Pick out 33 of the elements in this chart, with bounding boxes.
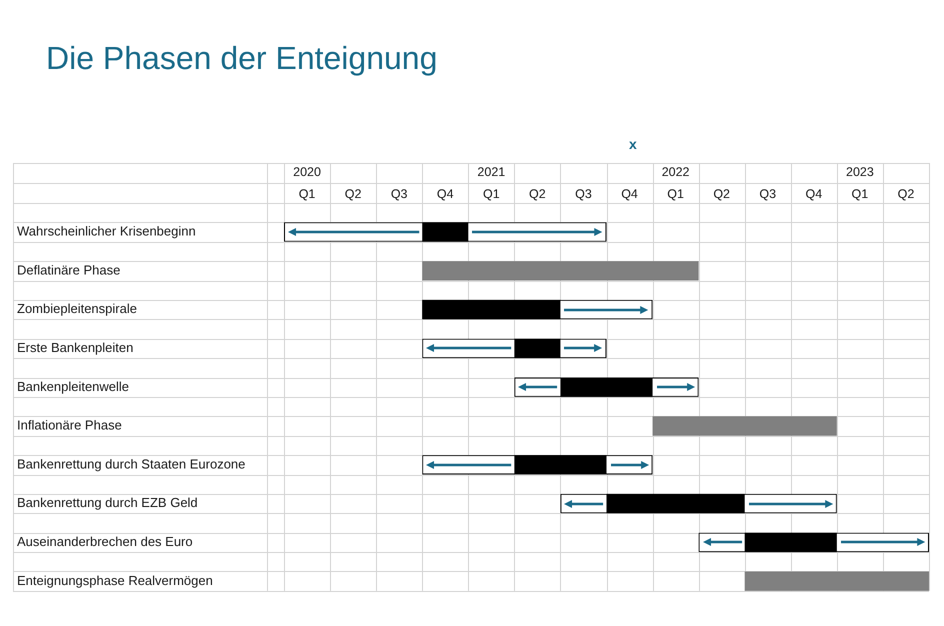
y-tick-label: Zombiepleitenspirale	[17, 301, 137, 316]
text: Q2	[713, 186, 730, 201]
text: Q3	[759, 186, 776, 201]
text: Q2	[529, 186, 546, 201]
x-tick-label: 2023	[846, 164, 874, 179]
y-tick-label: Bankenrettung durch Staaten Eurozone	[17, 456, 246, 472]
text: Q4	[805, 186, 822, 201]
bar	[652, 416, 837, 436]
text: Q4	[621, 186, 638, 201]
x-tick-label: 2021	[477, 164, 506, 179]
text: Q1	[852, 186, 868, 201]
text: x	[629, 136, 637, 152]
x-tick-label: 2022	[662, 164, 690, 179]
text: Q2	[344, 186, 362, 201]
text: Q3	[390, 186, 408, 201]
y-tick-label: Enteignungsphase Realvermögen	[17, 572, 213, 588]
y-tick-label: Bankenrettung durch EZB Geld	[17, 495, 198, 510]
text: Q1	[482, 186, 500, 201]
y-tick-label: Bankenpleitenwelle	[17, 378, 130, 394]
y-tick-label: Deflatinäre Phase	[17, 262, 120, 278]
y-tick-label: Auseinanderbrechen des Euro	[17, 534, 193, 549]
text: Q1	[667, 186, 684, 201]
text: Q1	[298, 186, 316, 201]
text: Q2	[898, 186, 914, 201]
x-tick-label: 2020	[293, 164, 321, 179]
chart-title: Die Phasen der Enteignung	[46, 39, 438, 78]
bar	[422, 261, 699, 280]
text: Q4	[436, 186, 454, 201]
bar	[744, 572, 929, 591]
y-tick-label: Wahrscheinlicher Krisenbeginn	[17, 224, 196, 239]
y-tick-label: Erste Bankenpleiten	[17, 340, 134, 355]
text: Q3	[575, 186, 592, 201]
y-tick-label: Inflationäre Phase	[17, 418, 122, 433]
